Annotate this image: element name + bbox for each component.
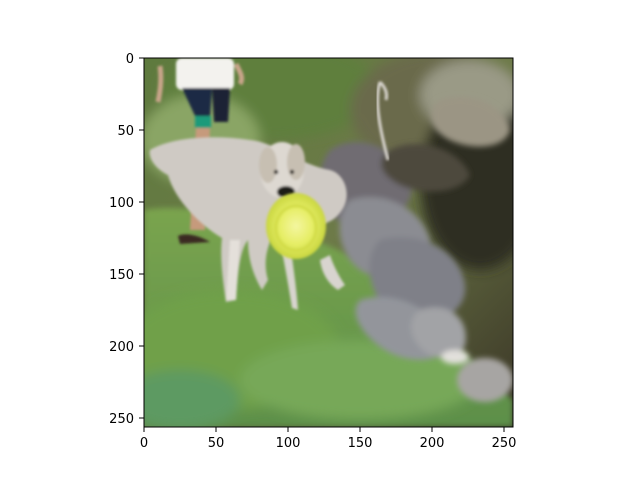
x-axis: 0 50 100 150 200 250	[140, 427, 517, 451]
x-tick-label: 250	[492, 436, 517, 451]
y-tick-label: 150	[109, 268, 134, 283]
y-tick-label: 250	[109, 412, 134, 427]
x-tick-label: 50	[208, 436, 225, 451]
x-tick-label: 200	[420, 436, 445, 451]
y-axis: 0 50 100 150 200 250	[109, 52, 144, 427]
y-tick-label: 100	[109, 196, 134, 211]
y-tick-label: 200	[109, 340, 134, 355]
x-tick-label: 0	[140, 436, 148, 451]
y-tick-label: 50	[117, 124, 134, 139]
x-tick-label: 150	[348, 436, 373, 451]
y-tick-label: 0	[126, 52, 134, 67]
axes-frame	[143, 57, 514, 428]
x-tick-label: 100	[276, 436, 301, 451]
photo	[144, 58, 513, 427]
